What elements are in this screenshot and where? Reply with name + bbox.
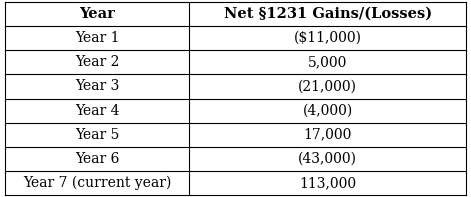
Text: (4,000): (4,000) bbox=[303, 104, 353, 118]
Text: Year 3: Year 3 bbox=[75, 79, 119, 93]
Text: Year 5: Year 5 bbox=[75, 128, 119, 142]
Text: Year: Year bbox=[79, 7, 115, 21]
Text: (43,000): (43,000) bbox=[298, 152, 357, 166]
Text: Net §1231 Gains/(Losses): Net §1231 Gains/(Losses) bbox=[224, 7, 432, 21]
Text: Year 1: Year 1 bbox=[75, 31, 119, 45]
Text: Year 2: Year 2 bbox=[75, 55, 119, 69]
Text: Year 7 (current year): Year 7 (current year) bbox=[23, 176, 171, 190]
Text: (21,000): (21,000) bbox=[298, 79, 357, 93]
Text: 17,000: 17,000 bbox=[304, 128, 352, 142]
Text: Year 6: Year 6 bbox=[75, 152, 119, 166]
Text: ($11,000): ($11,000) bbox=[294, 31, 362, 45]
Text: Year 4: Year 4 bbox=[75, 104, 119, 118]
Text: 5,000: 5,000 bbox=[308, 55, 348, 69]
Text: 113,000: 113,000 bbox=[299, 176, 357, 190]
